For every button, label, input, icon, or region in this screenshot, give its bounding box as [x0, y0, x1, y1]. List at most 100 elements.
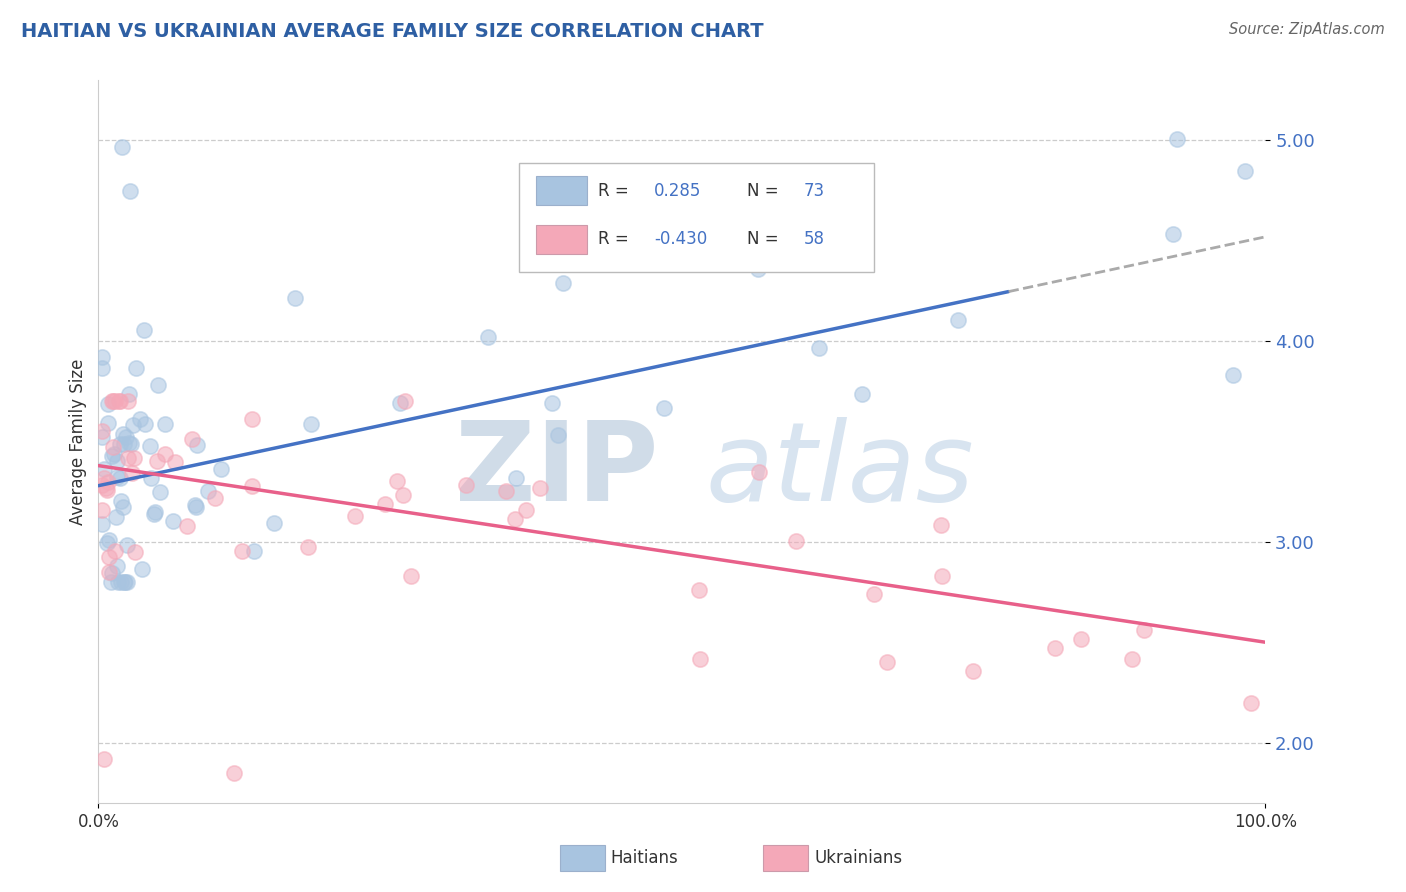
Point: [105, 470, 128, 484]
Point: [90, 424, 112, 438]
Point: [477, 330, 499, 344]
Point: [186, 438, 208, 452]
Point: [139, 439, 162, 453]
Point: [1233, 163, 1256, 178]
Point: [515, 503, 537, 517]
Text: Source: ZipAtlas.com: Source: ZipAtlas.com: [1229, 22, 1385, 37]
Y-axis label: Average Family Size: Average Family Size: [69, 359, 87, 524]
Point: [90, 351, 112, 365]
Point: [222, 765, 245, 780]
Point: [108, 394, 131, 409]
Point: [107, 559, 129, 574]
Point: [392, 487, 415, 501]
Point: [139, 471, 162, 485]
FancyBboxPatch shape: [536, 177, 588, 205]
Point: [529, 481, 551, 495]
Point: [118, 184, 141, 198]
Text: Haitians: Haitians: [610, 849, 678, 867]
Point: [748, 466, 770, 480]
Point: [134, 417, 156, 432]
Point: [1121, 652, 1143, 666]
FancyBboxPatch shape: [519, 163, 875, 272]
Point: [652, 401, 675, 416]
Point: [394, 394, 416, 409]
Point: [122, 418, 145, 433]
Point: [90, 430, 112, 444]
Point: [962, 664, 984, 678]
Point: [240, 479, 263, 493]
Point: [204, 491, 226, 505]
Text: 58: 58: [803, 230, 824, 248]
Point: [112, 575, 135, 590]
Point: [96, 536, 118, 550]
Point: [197, 483, 219, 498]
Point: [688, 583, 710, 598]
Point: [297, 540, 319, 554]
Text: 0.285: 0.285: [654, 182, 702, 200]
Text: atlas: atlas: [706, 417, 974, 524]
Point: [100, 575, 122, 590]
Point: [851, 387, 873, 401]
Point: [100, 566, 122, 580]
Text: Ukrainians: Ukrainians: [814, 849, 903, 867]
Point: [747, 262, 769, 277]
Point: [90, 503, 112, 517]
Point: [148, 377, 170, 392]
Point: [1043, 641, 1066, 656]
Point: [101, 394, 124, 409]
Point: [104, 543, 127, 558]
Point: [105, 510, 128, 524]
Point: [808, 341, 831, 355]
Point: [120, 437, 142, 451]
Point: [108, 471, 131, 485]
Point: [122, 450, 145, 465]
Point: [97, 475, 120, 489]
Point: [162, 514, 184, 528]
Point: [93, 751, 115, 765]
Point: [124, 545, 146, 559]
Point: [503, 511, 526, 525]
Point: [263, 516, 285, 530]
Text: ZIP: ZIP: [456, 417, 658, 524]
Point: [689, 652, 711, 666]
Point: [111, 139, 134, 153]
Point: [115, 538, 138, 552]
Point: [90, 361, 112, 376]
Point: [1070, 632, 1092, 646]
Point: [90, 516, 112, 531]
Point: [107, 575, 129, 590]
Point: [946, 313, 969, 327]
Point: [101, 440, 124, 454]
Point: [98, 533, 121, 547]
Point: [125, 361, 148, 376]
Text: HAITIAN VS UKRAINIAN AVERAGE FAMILY SIZE CORRELATION CHART: HAITIAN VS UKRAINIAN AVERAGE FAMILY SIZE…: [21, 22, 763, 41]
Point: [111, 427, 134, 442]
Point: [142, 508, 165, 522]
Point: [143, 505, 166, 519]
Text: -0.430: -0.430: [654, 230, 707, 248]
Point: [153, 417, 176, 431]
Point: [110, 437, 132, 451]
Point: [112, 500, 135, 514]
Point: [343, 508, 366, 523]
Point: [103, 446, 125, 460]
Point: [115, 575, 138, 590]
FancyBboxPatch shape: [536, 225, 588, 253]
Point: [284, 291, 307, 305]
Point: [388, 396, 411, 410]
Point: [1133, 624, 1156, 638]
Point: [456, 478, 478, 492]
Point: [1222, 368, 1244, 383]
Point: [495, 483, 517, 498]
Point: [108, 394, 131, 409]
Point: [1239, 696, 1261, 710]
Point: [165, 455, 187, 469]
Point: [93, 471, 115, 485]
Point: [387, 474, 409, 488]
Point: [117, 394, 139, 409]
Point: [785, 534, 807, 549]
Point: [97, 397, 120, 411]
Point: [231, 543, 253, 558]
Point: [541, 395, 564, 409]
Point: [98, 549, 121, 564]
